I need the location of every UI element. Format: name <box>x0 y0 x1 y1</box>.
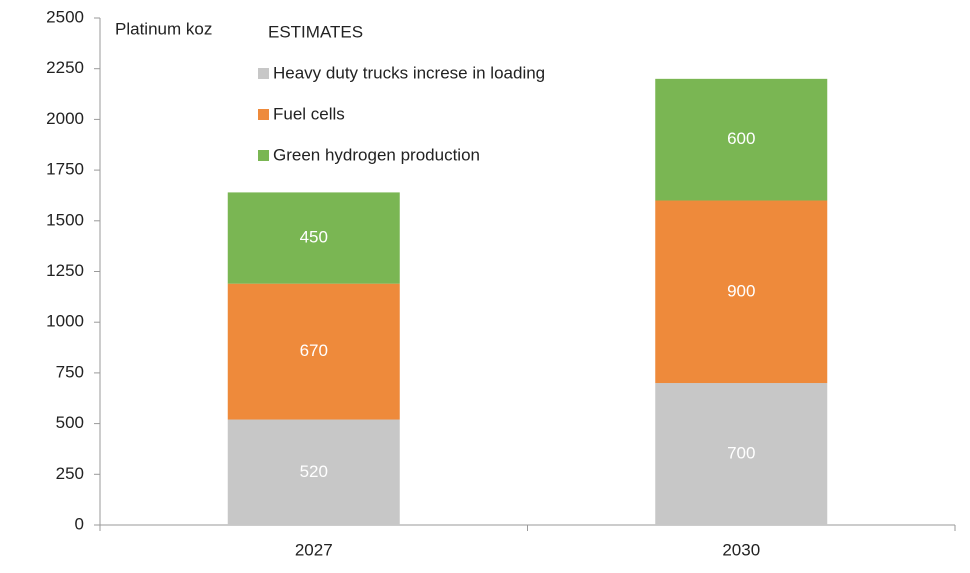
data-label: 700 <box>727 444 755 463</box>
y-tick-label: 1250 <box>46 261 84 280</box>
legend-swatch <box>258 68 269 79</box>
legend-swatch <box>258 150 269 161</box>
legend-swatch <box>258 109 269 120</box>
data-label: 600 <box>727 129 755 148</box>
y-tick-label: 2000 <box>46 109 84 128</box>
bar-segment <box>227 419 400 525</box>
bar-segment <box>227 192 400 284</box>
legend-label: Heavy duty trucks increse in loading <box>273 63 545 82</box>
y-tick-label: 250 <box>56 464 84 483</box>
x-tick-label: 2030 <box>722 540 760 559</box>
y-tick-label: 750 <box>56 362 84 381</box>
legend-title: ESTIMATES <box>268 22 363 41</box>
y-tick-label: 1750 <box>46 160 84 179</box>
y-tick-label: 1500 <box>46 210 84 229</box>
y-tick-label: 1000 <box>46 312 84 331</box>
x-tick-label: 2027 <box>295 540 333 559</box>
data-label: 450 <box>300 228 328 247</box>
y-tick-label: 0 <box>75 514 84 533</box>
legend-label: Green hydrogen production <box>273 145 480 164</box>
data-label: 670 <box>300 341 328 360</box>
bar-segment <box>655 383 828 525</box>
legend-label: Fuel cells <box>273 104 345 123</box>
y-tick-label: 2500 <box>46 7 84 26</box>
data-label: 900 <box>727 281 755 300</box>
y-tick-label: 500 <box>56 413 84 432</box>
bar-segment <box>655 78 828 201</box>
y-tick-label: 2250 <box>46 58 84 77</box>
bar-segment <box>227 283 400 420</box>
y-axis-label: Platinum koz <box>115 19 212 38</box>
data-label: 520 <box>300 462 328 481</box>
bar-segment <box>655 200 828 384</box>
